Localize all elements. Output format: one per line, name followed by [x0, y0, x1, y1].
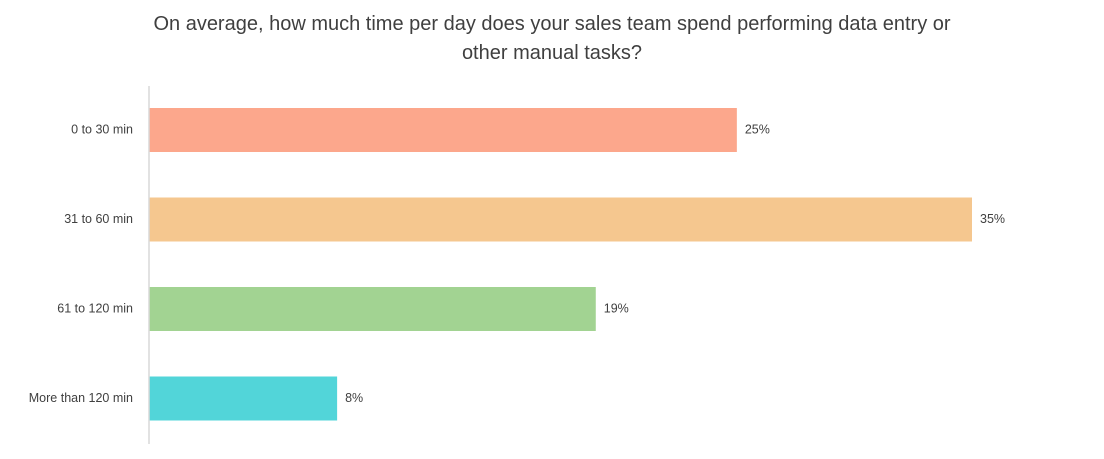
- data-label-3: 19%: [604, 301, 629, 315]
- category-label-3: 61 to 120 min: [57, 301, 133, 315]
- chart-title-line-2: other manual tasks?: [461, 42, 643, 64]
- chart-title-line-1: On average, how much time per day does y…: [153, 13, 951, 35]
- bar-1: [149, 108, 737, 152]
- category-label-2: 31 to 60 min: [64, 212, 133, 226]
- chart-title: On average, how much time per day does y…: [0, 10, 1104, 68]
- data-label-2: 35%: [980, 212, 1005, 226]
- category-label-4: More than 120 min: [29, 391, 133, 405]
- bar-4: [149, 376, 338, 421]
- data-label-1: 25%: [745, 122, 770, 136]
- bar-2: [149, 197, 972, 242]
- bar-3: [149, 287, 596, 331]
- data-label-4: 8%: [345, 391, 363, 405]
- category-label-1: 0 to 30 min: [71, 122, 133, 136]
